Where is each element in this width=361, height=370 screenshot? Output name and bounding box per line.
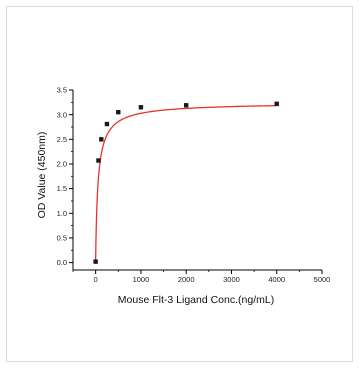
data-point: [183, 103, 189, 108]
x-tick-label: 0: [94, 275, 98, 284]
chart-frame: [6, 6, 353, 362]
data-point: [93, 259, 98, 264]
data-point: [274, 101, 279, 107]
y-tick-label: 3.5: [57, 86, 67, 95]
axes: 0 1000 2000 3000 4000 5000 0.0 0.5 1.0 1.5 2.0 2.5 3…: [57, 86, 331, 284]
y-tick-label: 0.5: [57, 234, 67, 243]
data-point: [116, 109, 121, 115]
y-axis-title: OD Value (450nm): [36, 132, 48, 219]
data-point: [138, 105, 144, 110]
data-point: [96, 158, 101, 163]
x-tick-label: 5000: [314, 275, 331, 284]
fit-curve: [94, 104, 277, 263]
y-tick-label: 2.0: [57, 160, 67, 169]
data-point: [99, 137, 104, 142]
y-tick-label: 2.5: [57, 135, 67, 144]
data-points-layer: [93, 101, 279, 264]
x-tick-label: 4000: [268, 275, 285, 284]
x-tick-label: 1000: [133, 275, 150, 284]
y-tick-label: 0.0: [57, 258, 67, 267]
x-tick-label: 3000: [223, 275, 240, 284]
fit-curve-layer: [94, 104, 277, 263]
y-tick-label: 3.0: [57, 110, 67, 119]
x-tick-label: 2000: [178, 275, 195, 284]
data-point: [104, 121, 110, 127]
x-axis-title: Mouse Flt-3 Ligand Conc.(ng/mL): [118, 294, 274, 306]
y-tick-label: 1.5: [57, 184, 67, 193]
y-tick-label: 1.0: [57, 209, 67, 218]
